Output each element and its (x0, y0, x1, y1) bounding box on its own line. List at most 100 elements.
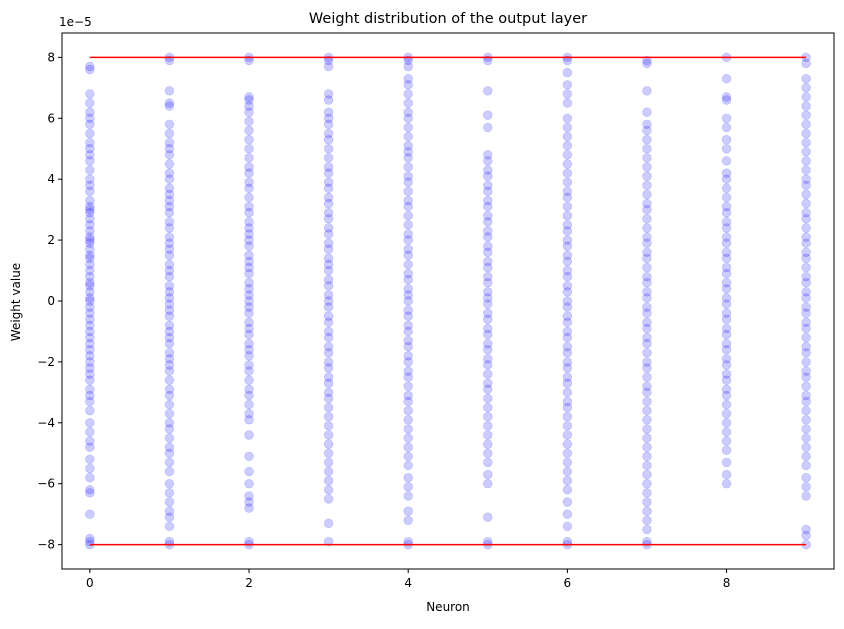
data-point (164, 488, 175, 498)
data-point (85, 119, 95, 130)
data-point (801, 491, 811, 501)
data-point (483, 299, 493, 309)
data-point (244, 308, 254, 318)
data-point (562, 140, 573, 151)
data-point (323, 363, 334, 373)
data-point (85, 64, 95, 75)
data-point (403, 424, 413, 434)
y-offset-label: 1e−5 (59, 15, 92, 29)
data-point (85, 332, 95, 343)
data-point (244, 503, 254, 513)
data-point (562, 150, 573, 160)
data-point (323, 274, 334, 285)
data-point (801, 165, 811, 175)
data-point (562, 348, 573, 358)
data-point (721, 338, 732, 349)
data-point (483, 314, 493, 324)
data-point (244, 107, 254, 117)
data-point (801, 451, 811, 462)
x-tick-label: 0 (86, 576, 94, 590)
data-point (323, 183, 334, 194)
data-point (721, 183, 732, 194)
data-point (323, 229, 334, 239)
data-point (323, 95, 334, 105)
data-point (244, 144, 254, 154)
data-point (721, 168, 732, 178)
data-point (323, 238, 334, 248)
data-point (85, 265, 95, 276)
data-point (244, 262, 254, 273)
data-point (85, 293, 95, 303)
data-point (85, 320, 95, 331)
data-point (801, 390, 811, 401)
data-point (85, 418, 95, 428)
data-point (164, 128, 175, 139)
data-point (323, 457, 334, 468)
data-point (164, 183, 175, 194)
data-point (85, 533, 95, 544)
data-point (562, 131, 573, 142)
data-point (164, 320, 175, 331)
data-point (403, 195, 413, 206)
data-point (403, 113, 413, 123)
data-point (164, 201, 175, 212)
y-axis: −8 −6 −4 −2 0 2 4 6 8 (37, 50, 62, 552)
data-point (403, 229, 413, 239)
data-point (403, 244, 413, 254)
data-point (85, 150, 95, 160)
data-point (85, 384, 95, 395)
data-point (323, 393, 334, 404)
data-point (721, 369, 732, 379)
data-point (403, 372, 413, 382)
data-point (323, 281, 334, 291)
data-point (403, 335, 413, 346)
data-point (483, 226, 493, 236)
data-point (244, 235, 254, 245)
data-point (562, 363, 573, 373)
data-point (801, 366, 811, 376)
data-point (642, 247, 652, 257)
data-point (562, 122, 573, 133)
data-point (801, 317, 811, 328)
data-point (562, 220, 573, 230)
data-point (483, 448, 493, 458)
data-point (721, 174, 732, 184)
data-point (164, 265, 175, 276)
data-point (721, 95, 732, 105)
data-point (85, 186, 95, 197)
data-point (403, 131, 413, 142)
data-point (244, 323, 254, 334)
data-point (85, 463, 95, 474)
data-point (85, 253, 95, 264)
y-tick-label: −4 (37, 416, 55, 430)
chart-title: Weight distribution of the output layer (309, 11, 587, 27)
data-point (721, 418, 732, 428)
data-point (801, 238, 811, 248)
data-point (801, 73, 811, 84)
data-point (642, 86, 652, 96)
data-point (244, 290, 254, 300)
data-point (244, 366, 254, 376)
y-tick-label: 6 (47, 111, 55, 125)
data-point (85, 345, 95, 355)
data-point (562, 296, 573, 306)
data-point (642, 497, 652, 507)
data-point (403, 89, 413, 99)
data-point (164, 311, 175, 321)
data-point (244, 430, 254, 440)
data-point (244, 278, 254, 288)
data-point (85, 61, 95, 72)
data-point (403, 284, 413, 294)
data-point (323, 302, 334, 312)
data-point (323, 296, 334, 306)
data-point (562, 475, 573, 486)
data-point (323, 341, 334, 352)
data-point (85, 232, 95, 242)
data-point (164, 281, 175, 291)
data-point (164, 244, 175, 254)
data-point (801, 262, 811, 273)
data-point (483, 256, 493, 267)
data-point (483, 186, 493, 197)
data-point (323, 494, 334, 504)
data-point (164, 207, 175, 218)
